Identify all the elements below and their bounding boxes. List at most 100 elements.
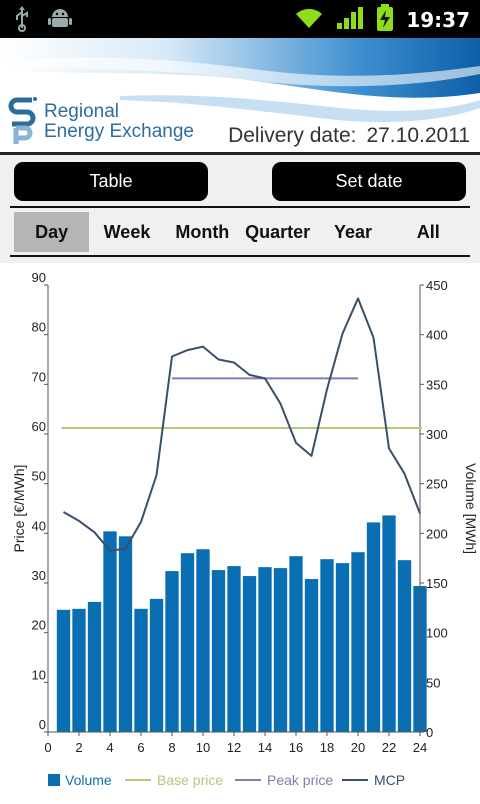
delivery-date-value: 27.10.2011 (366, 124, 470, 147)
toolbar: Table Set date Day Week Month Quarter Ye… (0, 155, 480, 263)
brand-name-line1: Regional (44, 101, 119, 122)
volume-bar (304, 579, 319, 732)
x-tick-label: 6 (137, 740, 144, 755)
usb-icon (14, 6, 30, 36)
y-tick-label: 40 (32, 518, 46, 533)
tab-day[interactable]: Day (14, 212, 90, 252)
x-tick-label: 2 (75, 740, 82, 755)
header-divider (0, 152, 480, 155)
x-tick-label: 16 (289, 740, 303, 755)
clock: 19:37 (406, 8, 470, 32)
x-tick-label: 10 (196, 740, 210, 755)
brand-name-line2: Energy Exchange (44, 121, 194, 142)
swoosh-decoration (0, 38, 480, 156)
volume-bar (103, 531, 117, 732)
tab-month[interactable]: Month (165, 212, 240, 252)
volume-bar (180, 553, 195, 732)
y2-tick-label: 50 (426, 675, 440, 690)
tab-month-label: Month (175, 221, 230, 242)
x-tick-label: 24 (413, 740, 427, 755)
y2-tick-label: 450 (426, 278, 448, 293)
volume-bar (87, 601, 102, 732)
volume-bar (382, 515, 396, 732)
volume-bar (273, 568, 288, 732)
android-debug-icon (48, 6, 72, 36)
y-tick-label: 10 (32, 667, 46, 682)
volume-bar (165, 571, 179, 732)
y2-tick-label: 150 (426, 576, 448, 591)
volume-bar (242, 576, 257, 732)
status-bar: 19:37 (0, 0, 480, 38)
volume-bar (196, 549, 210, 732)
volume-bar (320, 559, 334, 732)
volume-bar (366, 522, 381, 732)
tab-day-label: Day (35, 221, 69, 242)
legend-volume-swatch (48, 774, 60, 786)
y2-axis-title: Volume [MWh] (463, 463, 479, 554)
delivery-date: Delivery date: 27.10.2011 (228, 124, 470, 148)
volume-bar (56, 609, 71, 732)
volume-bar (335, 563, 350, 732)
volume-bar (397, 560, 412, 732)
x-tick-label: 14 (258, 740, 272, 755)
tab-week-label: Week (103, 221, 151, 242)
tabs-divider-top (10, 206, 470, 208)
mcp-line (63, 297, 421, 552)
y-tick-label: 0 (39, 717, 46, 732)
volume-bar (211, 570, 226, 732)
brand-logo: Regional Energy Exchange (8, 96, 194, 144)
tab-year[interactable]: Year (315, 212, 390, 252)
y-tick-label: 20 (32, 618, 46, 633)
y2-tick-label: 400 (426, 328, 448, 343)
x-tick-label: 20 (351, 740, 365, 755)
y-tick-label: 60 (32, 419, 46, 434)
price-volume-chart: 0 10 20 30 40 50 60 70 80 90 0 50 100 150 200 250 300 350… (0, 263, 480, 800)
volume-bar (258, 567, 272, 732)
delivery-date-label: Delivery date: (228, 124, 357, 147)
tab-all[interactable]: All (391, 212, 466, 252)
rex-logo-icon (8, 97, 37, 144)
tabs-divider-bottom (10, 255, 470, 257)
header-banner (0, 38, 480, 156)
y-tick-label: 30 (32, 568, 46, 583)
volume-bar (149, 598, 164, 732)
period-tabs: Day Week Month Quarter Year All (14, 212, 466, 252)
legend-label: Volume (65, 772, 112, 788)
signal-icon (336, 6, 364, 34)
y2-tick-label: 350 (426, 377, 448, 392)
x-tick-label: 12 (227, 740, 241, 755)
wifi-icon (294, 6, 324, 34)
tab-quarter[interactable]: Quarter (240, 212, 315, 252)
volume-bar (134, 608, 148, 732)
volume-bar (227, 566, 241, 732)
legend-label: MCP (374, 772, 405, 788)
set-date-button[interactable]: Set date (272, 162, 466, 201)
volume-bar (351, 552, 365, 732)
y2-tick-label: 0 (426, 725, 433, 740)
y-tick-label: 50 (32, 469, 46, 484)
chart-svg: 0102030405060708090050100150200250300350… (11, 270, 479, 788)
battery-charging-icon (376, 4, 394, 36)
volume-bar (118, 536, 133, 732)
tab-year-label: Year (333, 221, 372, 242)
x-tick-label: 4 (106, 740, 113, 755)
volume-bar (289, 556, 303, 732)
x-tick-label: 8 (168, 740, 175, 755)
y2-tick-label: 250 (426, 477, 448, 492)
table-button[interactable]: Table (14, 162, 208, 201)
x-tick-label: 22 (382, 740, 396, 755)
y-tick-label: 80 (32, 320, 46, 335)
tab-week[interactable]: Week (89, 212, 164, 252)
x-tick-label: 18 (320, 740, 334, 755)
legend-label: Peak price (267, 772, 333, 788)
y-tick-label: 90 (32, 270, 46, 285)
y2-tick-label: 100 (426, 626, 448, 641)
y2-tick-label: 200 (426, 526, 448, 541)
x-tick-label: 0 (44, 740, 51, 755)
legend-label: Base price (157, 772, 223, 788)
volume-bar (72, 608, 86, 732)
y-axis-title: Price [€/MWh] (11, 465, 27, 553)
y2-tick-label: 300 (426, 427, 448, 442)
tab-quarter-label: Quarter (245, 221, 311, 242)
tab-all-label: All (416, 221, 440, 242)
